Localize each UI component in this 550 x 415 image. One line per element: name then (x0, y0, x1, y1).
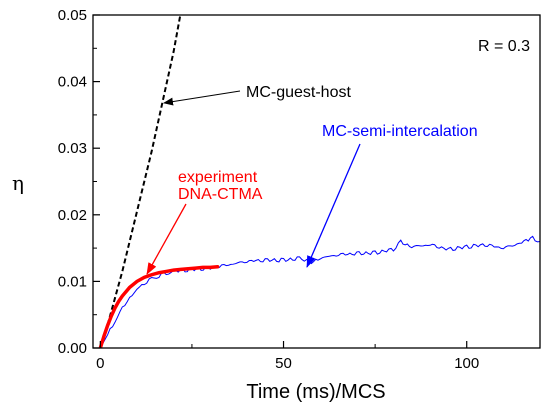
series-line-0 (99, 15, 182, 348)
y-tick-label: 0.00 (58, 340, 87, 357)
x-axis-title: Time (ms)/MCS (246, 381, 385, 403)
plot-frame (92, 14, 541, 349)
annotation-semi-intercalation: MC-semi-intercalation (322, 123, 478, 140)
y-tick-label: 0.03 (58, 140, 87, 157)
y-tick-label: 0.05 (58, 7, 87, 24)
annotation-experiment: experiment (178, 169, 258, 186)
annotation-dna-ctma: DNA-CTMA (178, 186, 263, 203)
x-tick-label: 0 (96, 355, 104, 372)
series-layer (98, 15, 540, 348)
series-line-1 (99, 235, 540, 348)
arrow-experiment (146, 203, 187, 275)
annotation-guest-host: MC-guest-host (246, 84, 351, 101)
series-line-2 (98, 265, 220, 348)
y-tick-label: 0.02 (58, 207, 87, 224)
y-tick-label: 0.01 (58, 273, 87, 290)
tick-layer: 0 50 100 0.00 0.01 0.02 0.03 0.04 0.05 (58, 7, 479, 372)
x-tick-label: 50 (275, 355, 292, 372)
x-tick-label: 100 (454, 355, 479, 372)
arrow-semi-intercalation (306, 143, 361, 268)
parameter-label: R = 0.3 (478, 38, 530, 55)
y-axis-title: η (12, 171, 24, 195)
y-tick-label: 0.04 (58, 74, 87, 91)
arrow-guest-host (163, 90, 241, 106)
